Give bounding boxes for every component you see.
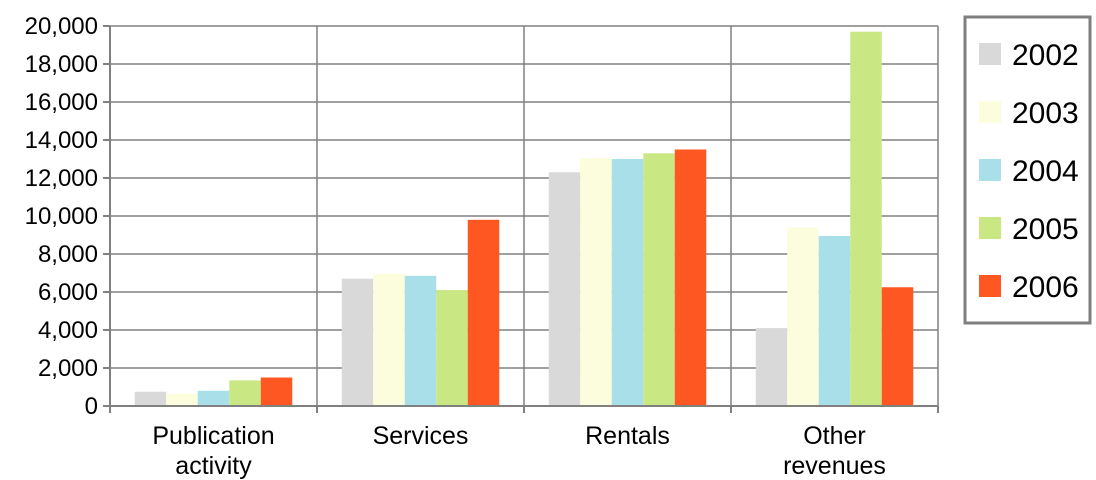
- bar-2003: [373, 273, 405, 406]
- y-tick-label: 0: [85, 393, 98, 420]
- bar-2006: [881, 287, 914, 406]
- y-tick-labels: 0 2,000 4,000 6,000 8,000 10,000 12,000 14,000 1…: [25, 13, 98, 420]
- x-category-label: Rentals: [585, 422, 670, 450]
- y-tick-label: 6,000: [38, 279, 98, 306]
- bar-2004: [818, 235, 851, 406]
- bar-2003: [580, 158, 612, 406]
- bar-2005: [229, 380, 261, 406]
- y-tick-label: 20,000: [25, 13, 98, 40]
- legend-items: 2002 2003 2004 2005 2006: [979, 39, 1079, 304]
- x-category-label: revenues: [783, 452, 886, 480]
- y-tick-label: 10,000: [25, 203, 98, 230]
- x-category-label: Publication: [152, 422, 274, 450]
- bar-2004: [197, 390, 230, 406]
- legend-swatch-2006: [979, 275, 1001, 297]
- x-category-label: Services: [373, 422, 469, 450]
- y-tick-label: 14,000: [25, 127, 98, 154]
- bar-2005: [643, 153, 675, 406]
- legend-swatch-2003: [979, 101, 1001, 123]
- bar-2002: [548, 172, 581, 406]
- legend-label-2006: 2006: [1012, 271, 1079, 304]
- bar-2002: [755, 328, 788, 406]
- gridlines: [110, 25, 939, 406]
- y-tick-label: 2,000: [38, 355, 98, 382]
- axes: [103, 25, 939, 413]
- bar-2003: [166, 393, 198, 406]
- bar-2006: [674, 149, 707, 406]
- legend: 2002 2003 2004 2005 2006: [963, 15, 1092, 325]
- legend-swatch-2004: [979, 159, 1001, 181]
- legend-swatch-2002: [979, 43, 1001, 65]
- legend-swatch-2005: [979, 217, 1001, 239]
- legend-box: [963, 15, 1092, 325]
- y-tick-label: 18,000: [25, 51, 98, 78]
- bar-2006: [260, 377, 293, 406]
- bar-2005: [850, 31, 882, 406]
- y-tick-label: 16,000: [25, 89, 98, 116]
- y-tick-label: 4,000: [38, 317, 98, 344]
- y-tick-label: 12,000: [25, 165, 98, 192]
- bar-2002: [134, 391, 167, 406]
- bar-2004: [611, 159, 644, 406]
- x-category-label: activity: [175, 452, 252, 480]
- y-tick-label: 8,000: [38, 241, 98, 268]
- legend-label-2004: 2004: [1012, 155, 1079, 188]
- bar-2004: [404, 275, 437, 406]
- legend-label-2002: 2002: [1012, 39, 1079, 72]
- bar-2006: [467, 219, 500, 406]
- legend-label-2003: 2003: [1012, 97, 1079, 130]
- bar-2003: [787, 227, 819, 406]
- bar-2005: [436, 290, 468, 406]
- legend-label-2005: 2005: [1012, 213, 1079, 246]
- x-category-label: Other: [803, 422, 866, 450]
- bar-2002: [341, 278, 374, 406]
- bars: [134, 31, 914, 406]
